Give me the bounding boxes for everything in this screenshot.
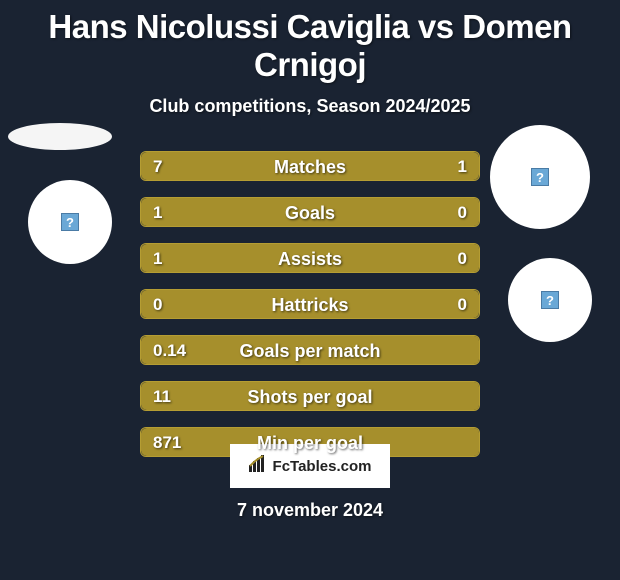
stat-bars-container: Matches71Goals10Assists10Hattricks00Goal… <box>140 151 480 473</box>
question-icon: ? <box>541 291 559 309</box>
stat-value-left: 1 <box>153 198 162 227</box>
player-photo-right: ? <box>490 125 590 229</box>
stat-row: Matches7 1 <box>140 151 480 181</box>
stat-row: Hattricks0 0 <box>140 289 480 319</box>
stat-label: Hattricks <box>141 290 479 319</box>
player-badge-left: ? <box>28 180 112 264</box>
date-text: 7 november 2024 <box>0 500 620 521</box>
page-title: Hans Nicolussi Caviglia vs Domen Crnigoj <box>0 0 620 84</box>
stat-value-right: 1 <box>458 152 467 181</box>
player-photo-left-ellipse <box>8 123 112 150</box>
stat-row: Goals1 0 <box>140 197 480 227</box>
stat-value-right: 0 <box>458 290 467 319</box>
stat-label: Matches <box>141 152 479 181</box>
question-icon: ? <box>61 213 79 231</box>
stat-value-left: 0 <box>153 290 162 319</box>
stat-label: Min per goal <box>141 428 479 457</box>
stat-row: Goals per match0.14 <box>140 335 480 365</box>
stat-value-right: 0 <box>458 244 467 273</box>
player-badge-right: ? <box>508 258 592 342</box>
page-subtitle: Club competitions, Season 2024/2025 <box>0 96 620 117</box>
stat-value-left: 7 <box>153 152 162 181</box>
stat-label: Goals per match <box>141 336 479 365</box>
stat-value-left: 11 <box>153 382 171 411</box>
stat-label: Assists <box>141 244 479 273</box>
stats-area: ? ? ? Matches71Goals10Assists10Hattricks… <box>0 151 620 481</box>
stat-value-left: 871 <box>153 428 181 457</box>
stat-row: Shots per goal11 <box>140 381 480 411</box>
stat-value-left: 0.14 <box>153 336 186 365</box>
question-icon: ? <box>531 168 549 186</box>
stat-value-left: 1 <box>153 244 162 273</box>
stat-value-right: 0 <box>458 198 467 227</box>
brand-text: FcTables.com <box>273 458 372 475</box>
stat-row: Assists1 0 <box>140 243 480 273</box>
stat-label: Goals <box>141 198 479 227</box>
stat-label: Shots per goal <box>141 382 479 411</box>
stat-row: Min per goal871 <box>140 427 480 457</box>
chart-icon <box>249 455 269 477</box>
